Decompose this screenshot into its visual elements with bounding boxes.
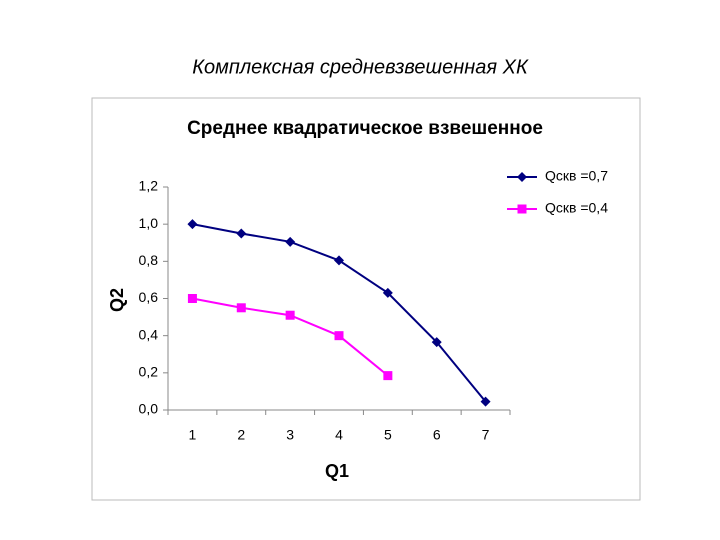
marker — [236, 228, 247, 239]
y-tick-label: 1,0 — [139, 215, 159, 231]
marker — [382, 287, 393, 298]
y-tick-label: 0,6 — [139, 289, 159, 305]
x-tick-label: 3 — [286, 427, 294, 443]
x-tick-label: 6 — [433, 427, 441, 443]
y-tick-label: 1,2 — [139, 178, 159, 194]
y-tick-label: 0,0 — [139, 401, 159, 417]
y-tick-label: 0,2 — [139, 364, 159, 380]
marker — [187, 294, 197, 303]
x-tick-label: 7 — [482, 427, 490, 443]
marker — [517, 204, 527, 214]
y-tick-label: 0,8 — [139, 252, 159, 268]
marker — [431, 337, 442, 348]
chart-frame — [91, 97, 641, 501]
x-tick-label: 1 — [189, 427, 197, 443]
legend-label: Qскв =0,4 — [545, 200, 608, 216]
legend-label: Qскв =0,7 — [545, 168, 608, 184]
x-axis-title: Q1 — [325, 461, 349, 481]
marker — [334, 331, 344, 341]
x-tick-label: 2 — [237, 427, 245, 443]
y-axis-title: Q2 — [107, 288, 127, 312]
marker — [480, 396, 491, 407]
marker — [236, 303, 246, 313]
marker — [334, 255, 344, 266]
marker — [383, 371, 393, 381]
marker — [517, 172, 527, 182]
chart-title: Среднее квадратическое взвешенное — [187, 118, 543, 139]
page-title: Комплексная средневзвешенная ХК — [192, 56, 529, 78]
x-tick-label: 4 — [335, 427, 343, 443]
y-tick-label: 0,4 — [139, 326, 159, 342]
marker — [285, 310, 295, 320]
x-tick-label: 5 — [384, 427, 392, 443]
marker — [285, 236, 296, 247]
marker — [187, 219, 198, 230]
